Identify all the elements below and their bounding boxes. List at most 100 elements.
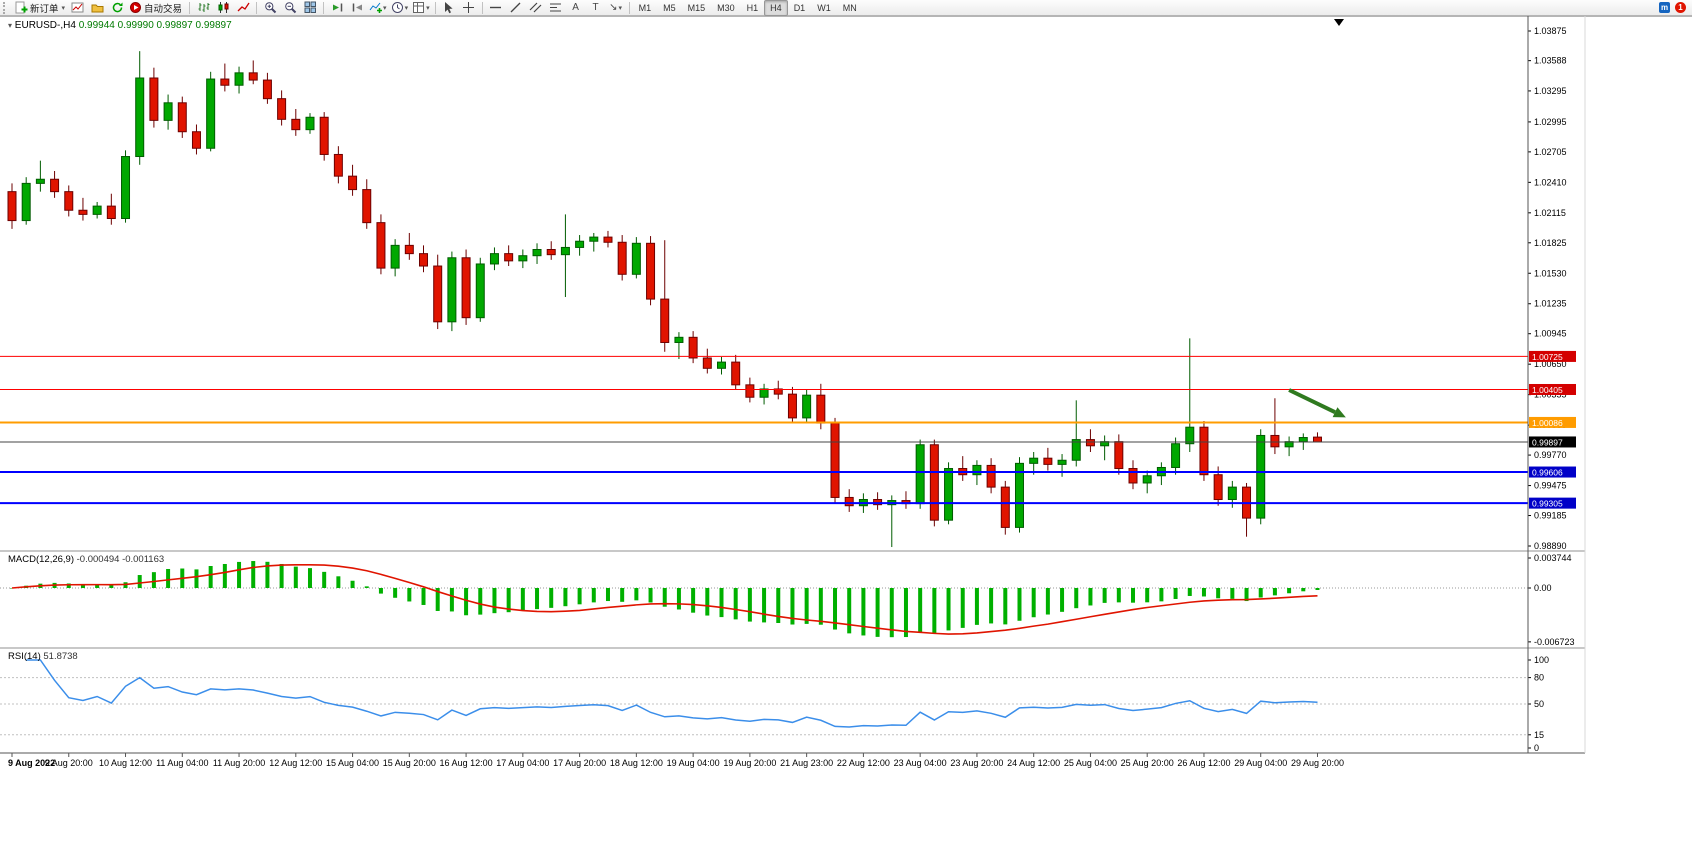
time-tick-label: 25 Aug 20:00 xyxy=(1121,758,1174,768)
refresh-button[interactable] xyxy=(107,0,127,16)
candle xyxy=(376,214,386,275)
candlestick-chart-button[interactable] xyxy=(213,0,233,16)
cursor-button[interactable] xyxy=(439,0,459,16)
trendline-button[interactable] xyxy=(506,0,526,16)
price-tick-label: 1.01530 xyxy=(1534,268,1567,278)
timeframe-mn-button[interactable]: MN xyxy=(842,2,857,13)
candle xyxy=(305,113,315,134)
candle xyxy=(603,230,613,248)
candle xyxy=(1142,470,1152,494)
chart-canvas[interactable]: 1.03875 1.03588 1.03295 1.02995 1.02705 1.024… xyxy=(0,16,1692,841)
time-tick-label: 22 Aug 12:00 xyxy=(837,758,890,768)
candle xyxy=(518,249,528,269)
candle xyxy=(504,245,514,267)
candle xyxy=(163,94,173,130)
indicators-icon xyxy=(369,2,383,13)
tile-windows-button[interactable] xyxy=(300,0,320,16)
timeframe-d1-button[interactable]: D1 xyxy=(793,2,806,13)
text-button[interactable]: A xyxy=(566,0,586,16)
toolbar-separator xyxy=(628,1,630,14)
toolbar-grip[interactable] xyxy=(3,1,10,14)
macd-values: -0.000494 -0.001163 xyxy=(76,554,165,565)
time-tick-label: 11 Aug 20:00 xyxy=(213,758,265,768)
timeframe-h1-button[interactable]: H1 xyxy=(746,2,759,13)
zoom-out-button[interactable] xyxy=(280,0,300,16)
templates-button[interactable]: ▾ xyxy=(410,0,432,16)
price-tag: 1.00086 xyxy=(1529,416,1576,428)
arrow-annotation[interactable] xyxy=(1288,388,1346,418)
candle xyxy=(1085,429,1095,452)
candle xyxy=(121,150,131,223)
chart-shift-marker[interactable] xyxy=(1334,19,1344,26)
svg-text:0.99305: 0.99305 xyxy=(1532,499,1563,509)
timeframe-m5-button[interactable]: M5 xyxy=(663,2,676,13)
time-tick-label: 9 Aug 2022 xyxy=(8,758,55,768)
candle xyxy=(646,236,656,306)
ohlc-values: 0.99944 0.99990 0.99897 0.99897 xyxy=(78,20,232,31)
candle xyxy=(149,67,159,128)
candle xyxy=(745,377,755,403)
community-icon[interactable]: m xyxy=(1659,2,1670,13)
auto-scroll-button[interactable] xyxy=(327,0,347,16)
candle xyxy=(433,254,443,330)
time-tick-label: 11 Aug 04:00 xyxy=(156,758,208,768)
candle xyxy=(1270,398,1280,455)
chart-shift-button[interactable] xyxy=(347,0,367,16)
line-chart-icon xyxy=(237,2,250,12)
timeframe-m15-button[interactable]: M15 xyxy=(687,2,706,13)
periods-button[interactable]: ▾ xyxy=(389,0,411,16)
equidistant-channel-button[interactable] xyxy=(526,0,546,16)
line-chart-button[interactable] xyxy=(233,0,253,16)
price-tick-label: 1.00945 xyxy=(1534,329,1567,339)
text-label-button[interactable]: T xyxy=(586,0,606,16)
notifications-badge[interactable]: 1 xyxy=(1675,2,1686,13)
price-tick-label: 1.03875 xyxy=(1534,26,1567,36)
zoom-out-icon xyxy=(284,2,296,14)
horizontal-line-button[interactable] xyxy=(486,0,506,16)
caret-down-icon: ▾ xyxy=(618,4,623,12)
svg-text:1.00405: 1.00405 xyxy=(1532,385,1563,395)
fibonacci-button[interactable] xyxy=(546,0,566,16)
cursor-icon xyxy=(445,2,453,14)
text-label-icon: T xyxy=(592,2,599,13)
candle xyxy=(50,170,60,198)
new-order-icon xyxy=(15,1,28,14)
toolbar-separator xyxy=(481,1,483,14)
candlestick-chart-icon xyxy=(218,2,229,13)
indicators-button[interactable]: ▾ xyxy=(367,0,389,16)
candle xyxy=(220,63,230,92)
time-tick-label: 15 Aug 20:00 xyxy=(383,758,436,768)
candle xyxy=(206,71,216,152)
autotrading-button[interactable]: 自动交易 xyxy=(127,0,186,16)
candle xyxy=(78,197,88,221)
time-tick-label: 21 Aug 23:00 xyxy=(780,758,833,768)
new-chart-button[interactable] xyxy=(67,0,87,16)
timeframe-w1-button[interactable]: W1 xyxy=(817,2,831,13)
timeframe-m30-button[interactable]: M30 xyxy=(717,2,735,13)
candle xyxy=(546,241,556,260)
arrows-button[interactable]: ↘ ▾ xyxy=(606,0,626,16)
profiles-button[interactable] xyxy=(87,0,107,16)
price-scale[interactable]: 1.03875 1.03588 1.03295 1.02995 1.02705 1.024… xyxy=(1528,26,1576,551)
svg-text:1.00086: 1.00086 xyxy=(1532,418,1563,428)
auto-scroll-icon xyxy=(332,3,342,12)
timeframe-h4-button[interactable]: H4 xyxy=(764,0,788,16)
candle xyxy=(731,354,741,391)
text-icon: A xyxy=(572,2,579,13)
timeframe-m1-button[interactable]: M1 xyxy=(638,2,652,13)
crosshair-button[interactable] xyxy=(459,0,479,16)
new-order-label: 新订单 xyxy=(30,3,59,15)
trendline-icon xyxy=(510,2,521,13)
candle xyxy=(333,146,343,184)
new-order-button[interactable]: 新订单 ▾ xyxy=(13,0,67,16)
rsi-title: RSI(14) xyxy=(8,651,41,662)
one-click-collapse-icon[interactable]: ▾ xyxy=(8,21,13,30)
time-tick-label: 29 Aug 04:00 xyxy=(1234,758,1287,768)
candle xyxy=(1100,435,1110,461)
bar-chart-button[interactable] xyxy=(193,0,213,16)
candle xyxy=(787,386,797,424)
candle xyxy=(1312,432,1322,443)
zoom-in-button[interactable] xyxy=(260,0,280,16)
candle xyxy=(901,491,911,509)
